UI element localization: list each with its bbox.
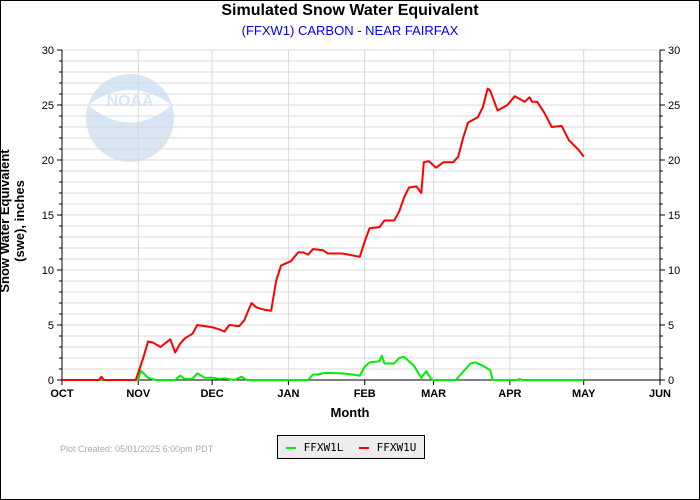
x-tick-label: JUN: [649, 388, 671, 400]
y-tick-label-right: 15: [668, 210, 680, 222]
y-tick-label-left: 5: [48, 320, 54, 332]
chart-title: Simulated Snow Water Equivalent: [221, 2, 479, 19]
legend-swatch-red: [358, 446, 369, 449]
noaa-logo-watermark: NOAA: [86, 74, 174, 162]
y-tick-label-left: 0: [48, 375, 54, 387]
y-tick-label-right: 0: [668, 375, 674, 387]
y-tick-label-left: 25: [42, 100, 54, 112]
series-line-ffxw1u: [62, 87, 585, 381]
series-line-ffxw1l: [62, 354, 584, 381]
noaa-logo-text: NOAA: [106, 93, 154, 110]
x-tick-label: MAR: [421, 388, 446, 400]
x-tick-label: OCT: [50, 388, 74, 400]
legend-label: FFXW1U: [376, 440, 417, 454]
y-tick-label-left: 10: [42, 265, 54, 277]
x-tick-label: FEB: [354, 388, 376, 400]
x-tick-label: JAN: [277, 388, 299, 400]
plot-created-footer: Plot Created: 05/01/2025 6:00pm PDT: [60, 444, 214, 454]
y-tick-label-right: 10: [668, 265, 680, 277]
y-tick-label-right: 20: [668, 155, 680, 167]
x-tick-label: DEC: [200, 388, 223, 400]
x-tick-label: NOV: [126, 388, 151, 400]
legend-swatch-green: [285, 446, 296, 449]
y-tick-label-right: 30: [668, 45, 680, 57]
legend-item-ffxw1l: FFXW1L: [285, 440, 344, 454]
chart-subtitle: (FFXW1) CARBON - NEAR FAIRFAX: [241, 23, 459, 38]
x-axis-label: Month: [330, 405, 370, 420]
legend-item-ffxw1u: FFXW1U: [358, 440, 417, 454]
legend: FFXW1L FFXW1U: [277, 435, 425, 459]
legend-label: FFXW1L: [303, 440, 344, 454]
x-tick-label: APR: [498, 388, 521, 400]
y-tick-label-right: 25: [668, 100, 680, 112]
y-tick-label-left: 15: [42, 210, 54, 222]
y-axis-label: Snow Water Equivalent (swe), inches: [0, 149, 27, 293]
y-tick-label-left: 30: [42, 45, 54, 57]
x-tick-label: MAY: [572, 388, 596, 400]
y-tick-label-left: 20: [42, 155, 54, 167]
y-tick-label-right: 5: [668, 320, 674, 332]
